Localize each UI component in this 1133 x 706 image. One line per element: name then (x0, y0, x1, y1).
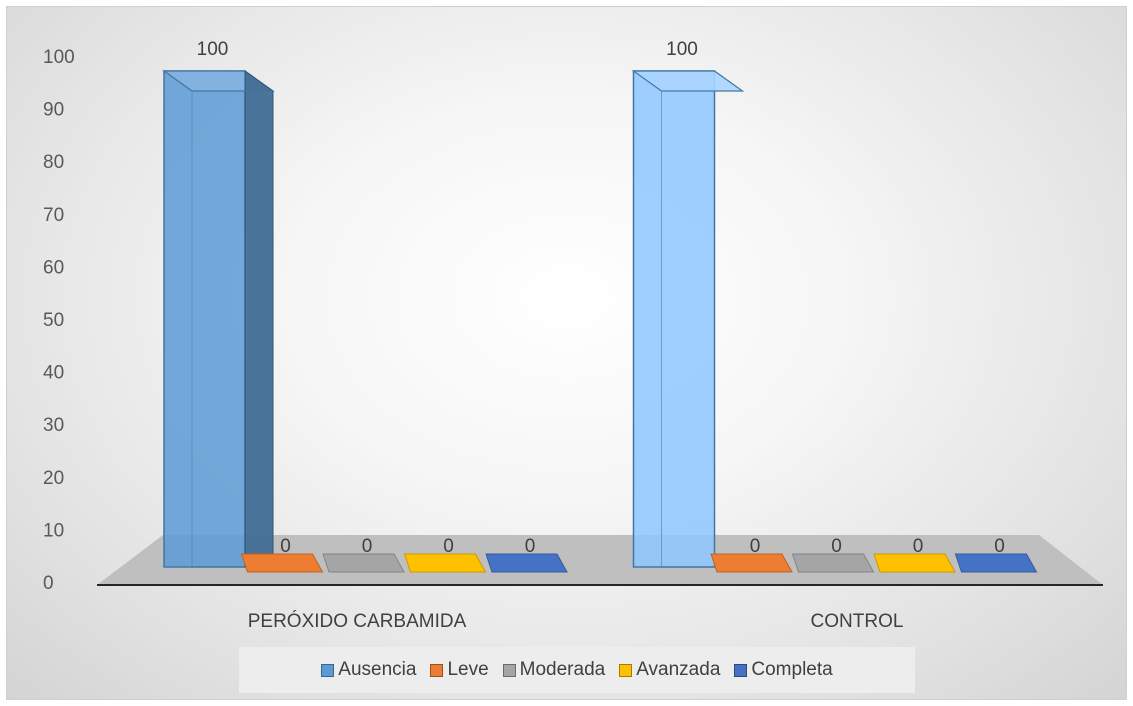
y-tick-label: 40 (43, 363, 64, 384)
legend-swatch (502, 663, 516, 677)
legend-swatch (619, 663, 633, 677)
data-label: 0 (994, 536, 1005, 557)
legend-swatch (430, 663, 444, 677)
y-tick-label: 90 (43, 100, 64, 121)
legend-label: Leve (447, 659, 489, 680)
legend: Ausencia Leve Moderada Avanzada Completa (239, 647, 915, 693)
bar-moderada-zero (791, 553, 875, 573)
bar-avanzada-zero (873, 553, 956, 573)
bar-ausencia-front (632, 70, 716, 568)
legend-label: Ausencia (338, 659, 417, 680)
data-label: 100 (666, 39, 698, 60)
y-tick-label: 80 (43, 152, 64, 173)
legend-label: Moderada (519, 659, 606, 680)
category-label: PERÓXIDO CARBAMIDA (248, 610, 467, 632)
legend-item: Leve (430, 659, 489, 681)
y-tick-label: 50 (43, 310, 64, 331)
legend-swatch (734, 663, 748, 677)
bar-ausencia-side (244, 70, 274, 568)
bar-avanzada-zero (403, 553, 487, 573)
bar-moderada-zero (322, 553, 405, 573)
bar-leve-zero (240, 553, 324, 573)
data-label: 0 (280, 536, 291, 557)
y-tick-label: 20 (43, 468, 64, 489)
legend-label: Completa (751, 659, 833, 680)
data-label: 0 (443, 536, 454, 557)
y-tick-label: 0 (43, 573, 54, 594)
y-tick-label: 100 (43, 47, 75, 68)
chart-area: 0 10 20 30 40 50 60 70 80 90 100 100 0 0 0 0 100 0 0 0 0 PERÓ… (6, 6, 1127, 700)
data-label: 0 (525, 536, 536, 557)
y-tick-label: 10 (43, 520, 64, 541)
legend-item: Ausencia (321, 659, 416, 681)
data-label: 0 (913, 536, 924, 557)
category-label: CONTROL (811, 611, 904, 632)
legend-label: Avanzada (636, 659, 721, 680)
legend-swatch (321, 663, 335, 677)
legend-item: Moderada (502, 659, 606, 681)
y-tick-label: 70 (43, 205, 64, 226)
data-label: 100 (197, 39, 229, 60)
legend-item: Avanzada (619, 659, 720, 681)
data-label: 0 (362, 536, 373, 557)
data-label: 0 (831, 536, 842, 557)
y-tick-label: 30 (43, 415, 64, 436)
bar-ausencia-front (163, 70, 246, 568)
bar-completa-zero (954, 553, 1038, 573)
y-tick-label: 60 (43, 257, 64, 278)
bar-leve-zero (710, 553, 793, 573)
column-chart-3d: 0 10 20 30 40 50 60 70 80 90 100 100 0 0 0 0 100 0 0 0 0 PERÓ… (43, 39, 1103, 632)
data-label: 0 (750, 536, 761, 557)
legend-item: Completa (734, 659, 833, 681)
bar-completa-zero (485, 553, 568, 573)
